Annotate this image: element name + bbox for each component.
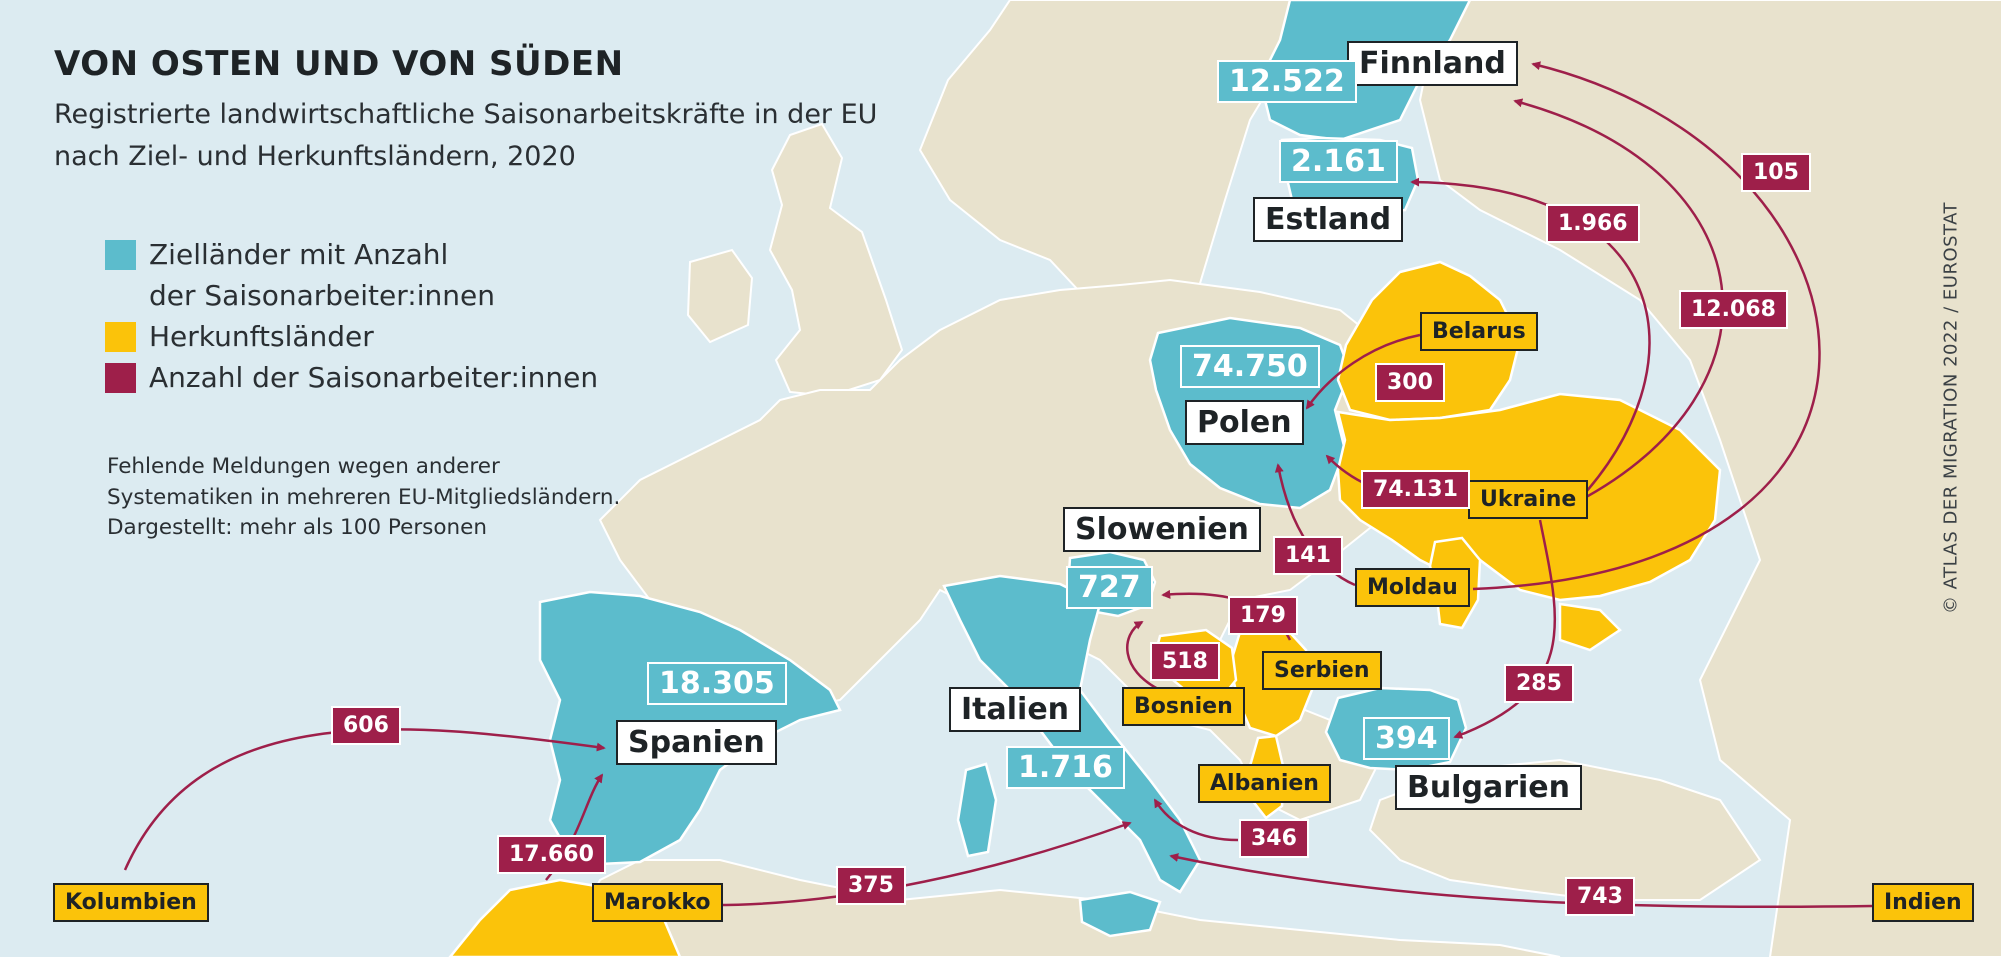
legend-swatch-destination (105, 240, 136, 270)
flow-value-ukraine-estland: 1.966 (1546, 204, 1640, 243)
flow-value-albanien-italien: 346 (1239, 819, 1309, 858)
sizilien-shape (1078, 890, 1162, 938)
legend-swatch-count (105, 363, 136, 393)
legend-destination-line-1: Zielländer mit Anzahl (149, 238, 449, 271)
flow-value-marokko-italien: 375 (836, 866, 906, 905)
flow-albanien-italien (1153, 798, 1239, 842)
flow-marokko-italien (713, 821, 1132, 907)
total-finnland: 12.522 (1217, 60, 1357, 103)
flow-ukraine-estland (1410, 177, 1651, 503)
label-bulgarien: Bulgarien (1395, 765, 1583, 810)
krim-shape (1558, 602, 1622, 652)
legend-count-label: Anzahl der Saisonarbeiter:innen (149, 361, 599, 394)
origin-belarus: Belarus (1420, 312, 1538, 351)
total-bulgarien: 394 (1363, 717, 1450, 760)
origin-bosnien: Bosnien (1122, 687, 1245, 726)
origin-marokko: Marokko (592, 883, 723, 922)
subtitle-line-1: Registrierte landwirtschaftliche Saisona… (54, 99, 878, 130)
flow-moldau-finnland (1472, 61, 1821, 591)
flow-value-marokko-spanien: 17.660 (497, 835, 606, 874)
flow-value-belarus-polen: 300 (1375, 363, 1445, 402)
origin-kolumbien: Kolumbien (53, 883, 209, 922)
legend-destination-line-2: der Saisonarbeiter:innen (149, 279, 495, 312)
label-polen: Polen (1185, 400, 1304, 445)
flow-ukraine-bulgarien (1453, 519, 1557, 739)
flow-kolumbien-spanien (123, 728, 606, 871)
legend-item-origin: Herkunftsländer (105, 316, 598, 357)
flow-value-serbien-slowenien: 179 (1228, 596, 1298, 635)
total-estland: 2.161 (1279, 140, 1398, 183)
subtitle-line-2: nach Ziel- und Herkunftsländern, 2020 (54, 141, 576, 172)
origin-serbien: Serbien (1262, 651, 1382, 690)
legend-item-destination: Zielländer mit Anzahl der Saisonarbeiter… (105, 234, 598, 316)
origin-albanien: Albanien (1198, 764, 1331, 803)
footnote-line-2: Systematiken in mehreren EU-Mitgliedslän… (107, 484, 621, 510)
flow-value-bosnien-slowenien: 518 (1150, 642, 1220, 681)
legend-origin-label: Herkunftsländer (149, 320, 374, 353)
flow-ukraine-finnland (1513, 98, 1725, 504)
sardinien-shape (956, 762, 998, 858)
flow-value-moldau-finnland: 105 (1741, 153, 1811, 192)
total-slowenien: 727 (1066, 566, 1153, 609)
total-italien: 1.716 (1006, 746, 1125, 789)
footnote-line-3: Dargestellt: mehr als 100 Personen (107, 515, 488, 540)
origin-indien: Indien (1872, 883, 1974, 922)
label-slowenien: Slowenien (1063, 507, 1261, 552)
origin-ukraine: Ukraine (1468, 480, 1589, 519)
flow-value-ukraine-finnland: 12.068 (1679, 290, 1788, 329)
footnote: Fehlende Meldungen wegen anderer Systema… (107, 452, 620, 544)
flow-bosnien-slowenien (1126, 620, 1161, 692)
flow-indien-italien (1169, 853, 1873, 909)
map-subtitle: Registrierte landwirtschaftliche Saisona… (54, 94, 877, 178)
total-spanien: 18.305 (647, 662, 787, 705)
ireland (686, 248, 754, 344)
label-spanien: Spanien (616, 720, 777, 765)
legend: Zielländer mit Anzahl der Saisonarbeiter… (105, 234, 598, 398)
flow-value-ukraine-bulgarien: 285 (1504, 664, 1574, 703)
legend-swatch-origin (105, 322, 136, 352)
north-africa (558, 859, 1561, 957)
label-finnland: Finnland (1347, 41, 1518, 86)
label-estland: Estland (1253, 197, 1404, 242)
footnote-line-1: Fehlende Meldungen wegen anderer (107, 454, 500, 479)
flow-value-moldau-polen: 141 (1273, 536, 1343, 575)
flow-belarus-polen (1305, 333, 1421, 410)
label-italien: Italien (949, 687, 1082, 732)
flow-value-indien-italien: 743 (1565, 877, 1635, 916)
flow-value-ukraine-polen: 74.131 (1361, 470, 1470, 509)
total-polen: 74.750 (1180, 345, 1320, 388)
source-credit: © ATLAS DER MIGRATION 2022 / EUROSTAT (1940, 201, 1962, 615)
origin-moldau: Moldau (1355, 568, 1470, 607)
map-title: VON OSTEN UND VON SÜDEN (54, 44, 624, 84)
flow-value-kolumbien-spanien: 606 (331, 706, 401, 745)
legend-item-count: Anzahl der Saisonarbeiter:innen (105, 357, 598, 398)
